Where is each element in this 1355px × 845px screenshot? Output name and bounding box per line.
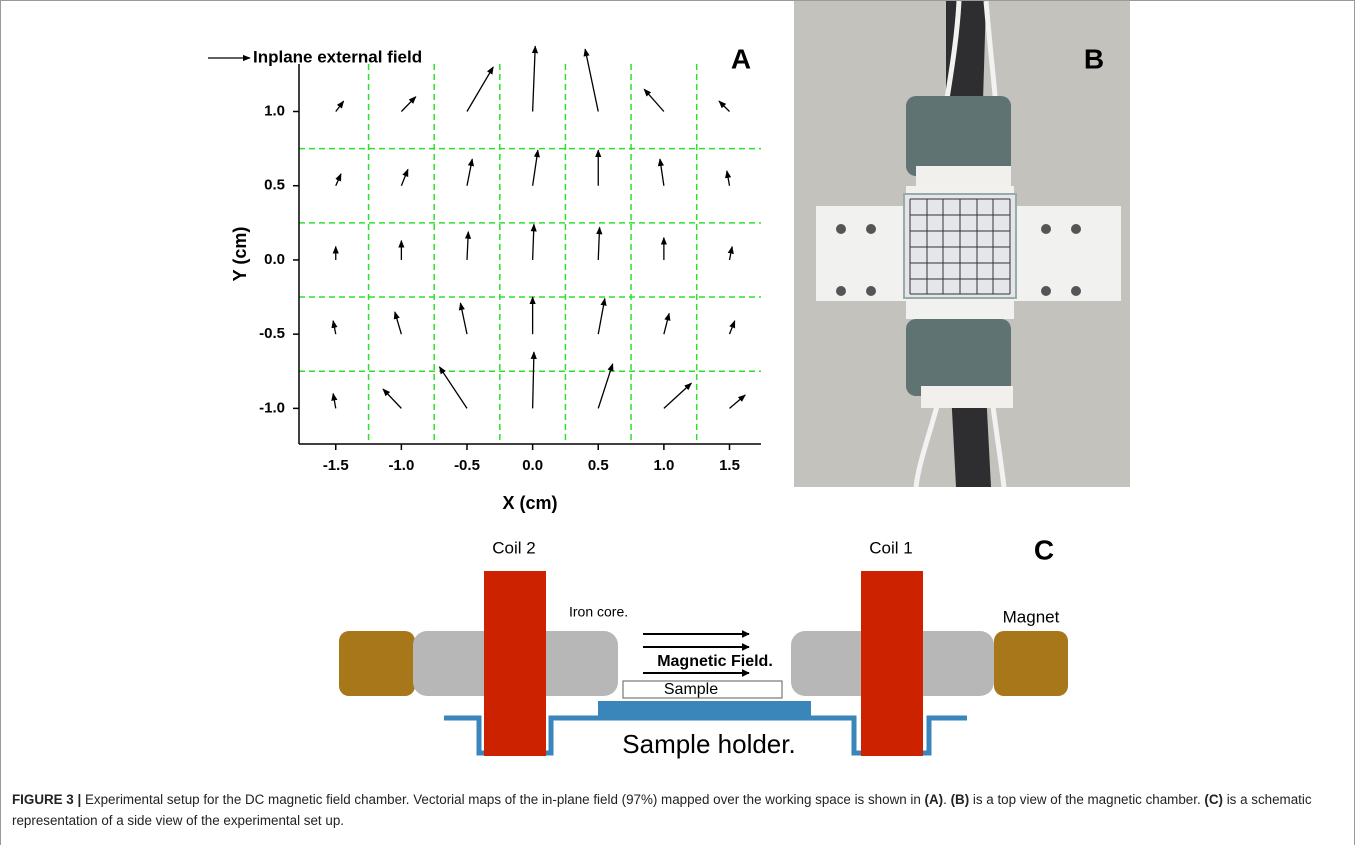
- caption-ref: (B): [950, 792, 970, 807]
- field-arrow: [643, 88, 665, 112]
- quiver-chart: -1.5 -1.0 -0.5 0.0 0.5 1.0 1.5 -1.0 -0.5 0.0 0.5 1.…: [208, 43, 761, 513]
- caption-ref: (C): [1204, 792, 1223, 807]
- y-tick-label: -1.0: [259, 399, 285, 416]
- x-tick-label: -0.5: [454, 457, 480, 474]
- field-arrow: [464, 230, 472, 260]
- field-arrow: [466, 158, 474, 186]
- panel-label: B: [1084, 43, 1104, 74]
- field-arrow: [663, 382, 693, 409]
- x-axis-label: X (cm): [502, 493, 557, 513]
- y-tick-label: -0.5: [259, 325, 285, 342]
- field-arrow: [466, 66, 494, 112]
- field-arrow: [530, 223, 537, 260]
- field-arrow: [438, 366, 468, 409]
- field-arrow: [400, 168, 409, 186]
- field-arrow: [382, 388, 402, 409]
- field-arrow: [597, 363, 614, 409]
- figure-panels: -1.5 -1.0 -0.5 0.0 0.5 1.0 1.5 -1.0 -0.5 0.0 0.5 1.…: [208, 1, 1130, 759]
- photo: [794, 1, 1130, 488]
- caption-text: .: [943, 792, 951, 807]
- field-arrow: [531, 149, 540, 186]
- field-arrow: [728, 320, 736, 335]
- magnet-label: Magnet: [1003, 607, 1060, 626]
- field-arrow: [331, 320, 338, 335]
- core-label: Iron core.: [569, 604, 628, 620]
- field-arrow: [597, 297, 607, 335]
- panel-label: A: [731, 43, 751, 74]
- field-arrow: [530, 351, 537, 409]
- field-arrow: [335, 173, 342, 186]
- caption-text: is a top view of the magnetic chamber.: [969, 792, 1205, 807]
- caption: FIGURE 3 | Experimental setup for the DC…: [12, 789, 1332, 831]
- field-arrow: [663, 312, 671, 335]
- field-label: Magnetic Field.: [657, 653, 773, 670]
- legend-label: Inplane external field: [253, 47, 422, 66]
- field-arrow: [718, 100, 730, 112]
- field-arrow: [331, 392, 338, 409]
- field-arrow: [335, 100, 345, 112]
- figure-label: FIGURE 3 |: [12, 792, 82, 807]
- y-tick-label: 0.0: [264, 251, 285, 268]
- panel-label: C: [1034, 534, 1054, 565]
- x-tick-label: 0.5: [588, 457, 609, 474]
- field-arrow: [400, 96, 417, 112]
- caption-text: Experimental setup for the DC magnetic f…: [84, 792, 925, 807]
- coil-label: Coil 1: [869, 538, 912, 557]
- x-tick-label: 1.5: [719, 457, 740, 474]
- x-tick-label: 1.0: [653, 457, 674, 474]
- y-axis-label: Y (cm): [230, 227, 250, 282]
- x-tick-label: -1.5: [323, 457, 349, 474]
- x-tick-label: 0.0: [522, 457, 543, 474]
- sample-label: Sample: [664, 681, 718, 698]
- caption-ref: (A): [924, 792, 944, 807]
- field-arrow: [727, 245, 734, 261]
- field-arrow: [393, 311, 402, 335]
- field-arrow: [596, 226, 603, 260]
- schematic: [339, 571, 1068, 756]
- y-tick-label: 1.0: [264, 102, 285, 119]
- y-tick-label: 0.5: [264, 177, 285, 194]
- field-arrow: [458, 302, 468, 335]
- field-arrow: [583, 48, 599, 112]
- coil-label: Coil 2: [492, 538, 535, 557]
- x-tick-label: -1.0: [388, 457, 414, 474]
- field-arrow: [657, 158, 665, 186]
- caption-text: is a schematic representation of a side …: [12, 792, 1312, 828]
- field-arrow: [725, 170, 732, 186]
- field-arrow: [531, 45, 539, 112]
- field-arrow: [729, 394, 746, 409]
- holder-label: Sample holder.: [622, 729, 795, 759]
